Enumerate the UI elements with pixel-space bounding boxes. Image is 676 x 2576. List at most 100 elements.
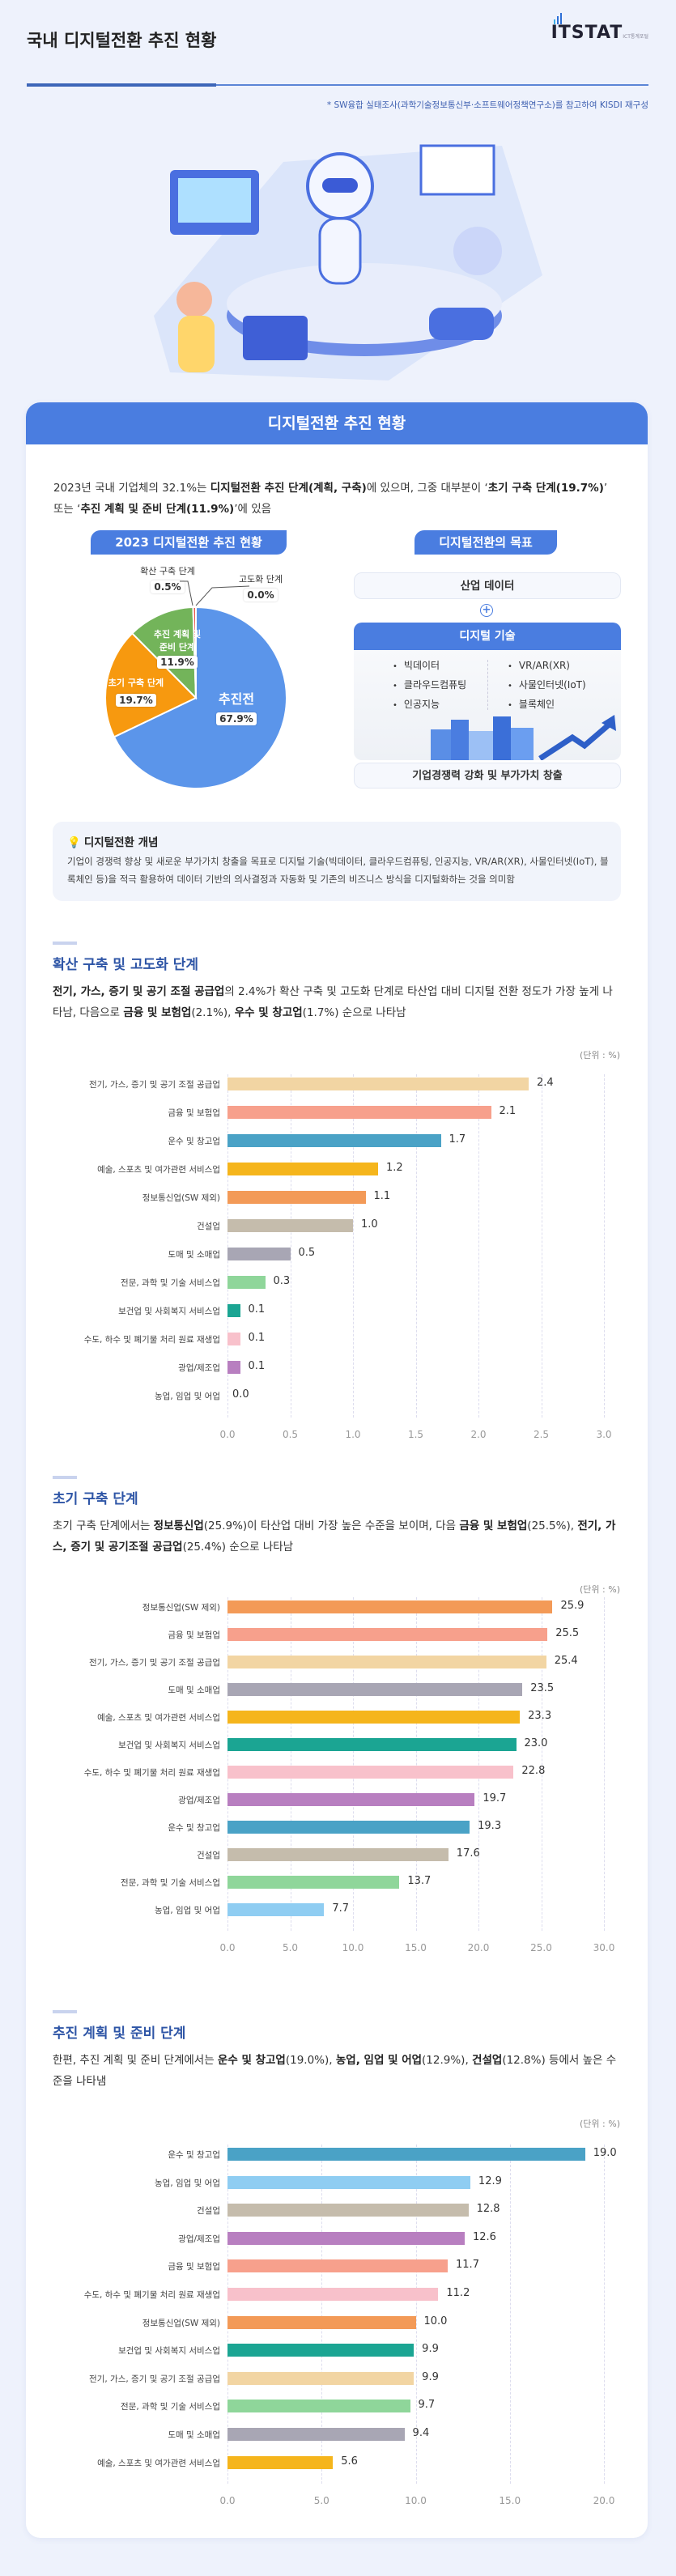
category-label: 예술, 스포츠 및 여가관련 서비스업 <box>97 1165 220 1175</box>
gridline <box>509 2145 511 2485</box>
goal-result-box: 기업경쟁력 강화 및 부가가치 창출 <box>354 763 621 789</box>
slice-value: 0.0% <box>244 589 278 601</box>
bar-value-label: 25.9 <box>560 1600 585 1612</box>
bar <box>227 2175 470 2189</box>
bar-value-label: 0.1 <box>248 1332 266 1344</box>
bar-value-label: 25.4 <box>554 1655 578 1667</box>
pie-heading: 2023 디지털전환 추진 현황 <box>91 530 287 555</box>
bar <box>227 1219 353 1232</box>
pie-chart <box>104 606 287 789</box>
category-label: 정보통신업(SW 제외) <box>142 1193 220 1203</box>
bar-value-label: 12.6 <box>472 2230 496 2243</box>
category-label: 광업/제조업 <box>178 2234 220 2244</box>
tech-item: 사물인터넷(IoT) <box>508 676 586 695</box>
section-accent <box>53 942 77 945</box>
x-tick-label: 20.0 <box>467 1942 490 1953</box>
bar <box>227 1683 523 1696</box>
tech-item: VR/AR(XR) <box>508 657 586 676</box>
category-label: 보건업 및 사회복지 서비스업 <box>118 2346 220 2357</box>
x-tick-label: 30.0 <box>593 1942 615 1953</box>
pie-slice <box>113 606 287 789</box>
text-emphasis: 초기 구축 단계(19.7%) <box>487 482 604 495</box>
text-segment: (12.8%) 등에서 높은 수준을 나타냄 <box>53 2054 617 2088</box>
bar-value-label: 0.0 <box>232 1388 249 1401</box>
bar <box>227 1134 441 1147</box>
bar-chart-planning: 0.0 5.0 10.0 15.0 20.0 운수 및 창고업 19.0 농업, 임업 및 어… <box>26 2145 648 2506</box>
section-text: 초기 구축 단계에서는 정보통신업(25.9%)이 타산업 대비 가장 높은 수… <box>53 1515 619 1558</box>
text-segment: (2.1%), <box>191 1006 235 1019</box>
bar <box>227 1711 521 1724</box>
category-label: 건설업 <box>197 1222 220 1231</box>
gridline <box>415 1597 417 1931</box>
category-label: 보건업 및 사회복지 서비스업 <box>118 1741 220 1750</box>
x-tick-label: 10.0 <box>342 1942 364 1953</box>
bar-value-label: 19.7 <box>483 1792 507 1804</box>
x-tick-label: 10.0 <box>405 2495 427 2507</box>
digital-tech-title: 디지털 기술 <box>354 623 621 650</box>
category-label: 전기, 가스, 증기 및 공기 조절 공급업 <box>89 1658 220 1668</box>
intro-text: 2023년 국내 기업체의 32.1%는 디지털전환 추진 단계(계획, 구축)… <box>53 478 620 520</box>
text-emphasis: 농업, 임업 및 어업 <box>335 2054 423 2067</box>
category-label: 운수 및 창고업 <box>168 2150 220 2160</box>
bar <box>227 1106 491 1119</box>
bar-value-label: 0.1 <box>248 1303 266 1316</box>
bar-value-label: 19.3 <box>478 1820 502 1832</box>
bar <box>227 1656 546 1668</box>
bar <box>227 2148 585 2161</box>
category-label: 건설업 <box>197 1851 220 1860</box>
section-accent <box>53 1476 77 1479</box>
bar-value-label: 1.1 <box>373 1190 391 1202</box>
city-growth-icon <box>431 715 616 760</box>
bar-value-label: 5.6 <box>341 2455 358 2468</box>
x-tick-label: 0.0 <box>219 2495 236 2507</box>
category-label: 예술, 스포츠 및 여가관련 서비스업 <box>97 2458 220 2468</box>
slice-value: 67.9% <box>216 712 257 725</box>
unit-label: (단위 : %) <box>580 2119 620 2129</box>
slice-value: 11.9% <box>157 656 198 669</box>
section-accent <box>53 2010 77 2013</box>
category-label: 전문, 과학 및 기술 서비스업 <box>121 1278 220 1288</box>
lightbulb-icon: 💡 <box>67 836 81 849</box>
tech-list-left: 빅데이터 클라우드컴퓨팅 인공지능 <box>393 657 466 715</box>
itstat-logo: ITSTATICT통계포털 <box>551 13 648 43</box>
slice-label: 추진전 <box>218 691 255 707</box>
bar-chart-expansion: 0.0 0.5 1.0 1.5 2.0 2.5 3.0 전기, 가스, 증기 및 공기 조절 … <box>26 1074 648 1440</box>
bar-value-label: 10.0 <box>423 2315 448 2327</box>
bar-value-label: 12.9 <box>478 2174 502 2187</box>
category-label: 정보통신업(SW 제외) <box>142 2318 220 2328</box>
bar <box>227 2344 415 2357</box>
category-label: 농업, 임업 및 어업 <box>155 1392 220 1401</box>
gridline <box>353 1597 354 1931</box>
bar-value-label: 23.3 <box>528 1710 552 1722</box>
x-tick-label: 0.5 <box>282 1429 299 1440</box>
tech-list-right: VR/AR(XR) 사물인터넷(IoT) 블록체인 <box>508 657 586 715</box>
bar-value-label: 1.0 <box>361 1218 378 1231</box>
category-label: 예술, 스포츠 및 여가관련 서비스업 <box>97 1713 220 1723</box>
slice-value: 0.5% <box>151 580 185 593</box>
bar-value-label: 9.9 <box>422 2370 439 2383</box>
text-emphasis: 우수 및 창고업 <box>234 1006 303 1019</box>
bar <box>227 1191 366 1204</box>
tech-item: 블록체인 <box>508 695 586 715</box>
concept-heading: 💡 디지털전환 개념 <box>67 833 158 849</box>
x-tick-label: 2.5 <box>533 1429 550 1440</box>
pie-slice <box>104 631 198 738</box>
text-emphasis: 금융 및 보험업 <box>123 1006 192 1019</box>
plus-icon: + <box>480 604 493 617</box>
bar <box>227 1903 325 1916</box>
category-label: 운수 및 창고업 <box>168 1137 220 1146</box>
gridline <box>227 1597 228 1931</box>
main-card: 디지털전환 추진 현황 2023년 국내 기업체의 32.1%는 디지털전환 추… <box>26 402 648 2538</box>
industry-data-box: 산업 데이터 <box>354 572 621 599</box>
bar-value-label: 12.8 <box>476 2203 500 2216</box>
page-title: 국내 디지털전환 추진 현황 <box>27 31 217 50</box>
bar-value-label: 23.5 <box>530 1682 555 1694</box>
bar <box>227 2315 416 2329</box>
unit-label: (단위 : %) <box>580 1050 620 1061</box>
bar-value-label: 19.0 <box>593 2147 617 2159</box>
pie-label-initial: 초기 구축 단계 19.7% <box>104 676 168 707</box>
x-tick-label: 15.0 <box>499 2495 521 2507</box>
bar-value-label: 2.4 <box>537 1077 554 1089</box>
gridline <box>353 1074 354 1418</box>
gridline <box>604 2145 605 2485</box>
